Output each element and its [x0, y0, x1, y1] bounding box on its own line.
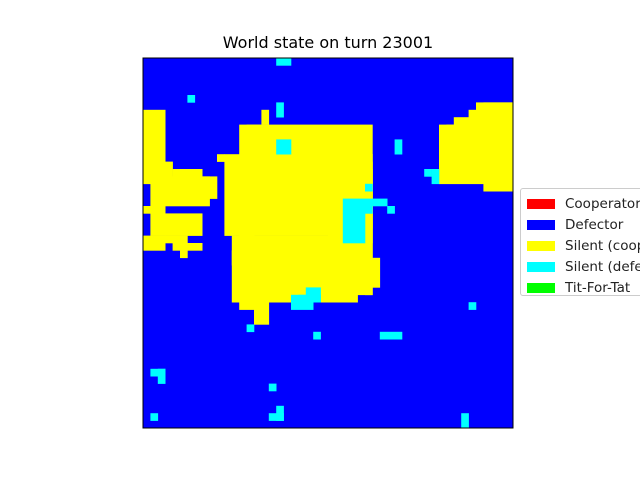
- legend-label: Silent (defe: [565, 258, 640, 275]
- grid-cell-block: [342, 198, 373, 214]
- grid-cell-block: [379, 331, 403, 340]
- legend-label: Tit-For-Tat: [565, 279, 631, 296]
- grid-cell-block: [246, 124, 262, 155]
- grid-cell-block: [276, 139, 292, 155]
- plot-frame: [142, 57, 514, 429]
- grid-cell-block: [157, 368, 166, 384]
- grid-cell-block: [246, 324, 255, 333]
- legend-swatch: [527, 240, 555, 251]
- legend-item: Cooperator: [527, 193, 640, 214]
- grid-cell-block: [342, 213, 366, 244]
- grid-cell-block: [305, 287, 321, 303]
- grid-cell-block: [143, 109, 166, 185]
- chart-title: World state on turn 23001: [222, 33, 434, 52]
- grid-cell-block: [276, 102, 284, 118]
- legend-label: Cooperator: [565, 195, 640, 212]
- legend-label: Silent (coop: [565, 237, 640, 254]
- grid-cell-block: [143, 206, 166, 214]
- grid-cell-block: [172, 169, 203, 177]
- grid-cell-block: [180, 243, 188, 259]
- grid-cell-block: [150, 213, 203, 236]
- grid-cell-block: [239, 250, 262, 310]
- grid-cell-block: [468, 302, 477, 310]
- grid-cell-block: [261, 109, 270, 125]
- grid-cell-block: [446, 124, 492, 148]
- grid-cell-block: [231, 235, 240, 266]
- grid-cell-block: [276, 58, 292, 66]
- legend-item: Defector: [527, 214, 640, 235]
- legend-item: Tit-For-Tat: [527, 277, 640, 298]
- grid-cell-block: [268, 383, 277, 392]
- legend-item: Silent (coop: [527, 235, 640, 256]
- grid-cell-block: [424, 169, 432, 177]
- grid-cell-block: [461, 413, 469, 429]
- grid-cell-block: [372, 257, 381, 288]
- legend-label: Defector: [565, 216, 624, 233]
- grid-cell-block: [431, 169, 440, 185]
- grid-cell-block: [165, 161, 173, 185]
- grid-cell-block: [365, 272, 373, 296]
- grid-cell-block: [268, 413, 284, 421]
- grid-cell-block: [365, 250, 373, 259]
- grid-cell-block: [239, 183, 255, 244]
- grid-cell-block: [143, 235, 166, 251]
- legend-swatch: [527, 282, 555, 293]
- grid-cell-block: [313, 331, 321, 340]
- legend-swatch: [527, 219, 555, 230]
- grid-cell-block: [372, 198, 388, 207]
- grid-cell-block: [217, 154, 225, 162]
- grid-cell-block: [394, 139, 403, 155]
- grid-cell-block: [150, 413, 159, 421]
- grid-cell-block: [187, 243, 203, 251]
- legend: Cooperator Defector Silent (coop Silent (de…: [520, 188, 640, 296]
- grid-cell-block: [365, 183, 373, 192]
- legend-swatch: [527, 198, 555, 209]
- legend-item: Silent (defe: [527, 256, 640, 277]
- grid-cell-block: [165, 235, 188, 244]
- grid-cell-block: [180, 176, 218, 199]
- grid-cell-block: [187, 95, 196, 103]
- grid-cell-block: [387, 206, 395, 214]
- legend-swatch: [527, 261, 555, 272]
